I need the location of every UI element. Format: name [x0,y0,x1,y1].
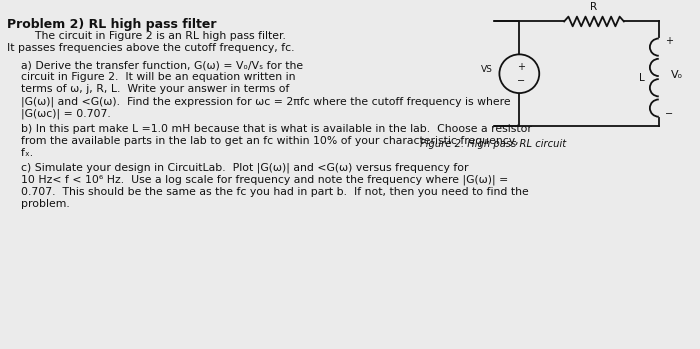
Text: The circuit in Figure 2 is an RL high pass filter.: The circuit in Figure 2 is an RL high pa… [8,31,286,41]
Text: b) In this part make L =1.0 mH because that is what is available in the lab.  Ch: b) In this part make L =1.0 mH because t… [8,124,532,134]
Text: Vₒ: Vₒ [671,70,683,80]
Text: circuit in Figure 2.  It will be an equation written in: circuit in Figure 2. It will be an equat… [8,72,296,82]
Text: It passes frequencies above the cutoff frequency, fᴄ.: It passes frequencies above the cutoff f… [8,43,295,53]
Text: terms of ω, j, R, L.  Write your answer in terms of: terms of ω, j, R, L. Write your answer i… [8,84,290,94]
Text: 10 Hz< f < 10⁶ Hz.  Use a log scale for frequency and note the frequency where |: 10 Hz< f < 10⁶ Hz. Use a log scale for f… [8,175,509,185]
Text: L: L [639,73,645,83]
Text: a) Derive the transfer function, G(ω) = Vₒ/Vₛ for the: a) Derive the transfer function, G(ω) = … [8,60,304,70]
Text: |G(ωᴄ)| = 0.707.: |G(ωᴄ)| = 0.707. [8,109,111,119]
Text: fₓ.: fₓ. [8,148,34,158]
Text: Problem 2) RL high pass filter: Problem 2) RL high pass filter [8,17,217,31]
Text: 0.707.  This should be the same as the fᴄ you had in part b.  If not, then you n: 0.707. This should be the same as the fᴄ… [8,187,529,197]
Text: VS: VS [480,65,492,74]
Text: +: + [517,62,525,72]
Text: from the available parts in the lab to get an fᴄ within 10% of your characterist: from the available parts in the lab to g… [8,136,519,146]
Text: Figure 2. High pass RL circuit: Figure 2. High pass RL circuit [420,139,566,149]
Text: −: − [517,76,526,87]
Text: −: − [665,109,673,119]
Text: problem.: problem. [8,199,70,209]
Text: |G(ω)| and <G(ω).  Find the expression for ωᴄ = 2πfᴄ where the cutoff frequency : |G(ω)| and <G(ω). Find the expression fo… [8,96,511,107]
Text: +: + [665,36,673,46]
Text: R: R [591,2,598,12]
Text: c) Simulate your design in CircuitLab.  Plot |G(ω)| and <G(ω) versus frequency f: c) Simulate your design in CircuitLab. P… [8,163,469,173]
